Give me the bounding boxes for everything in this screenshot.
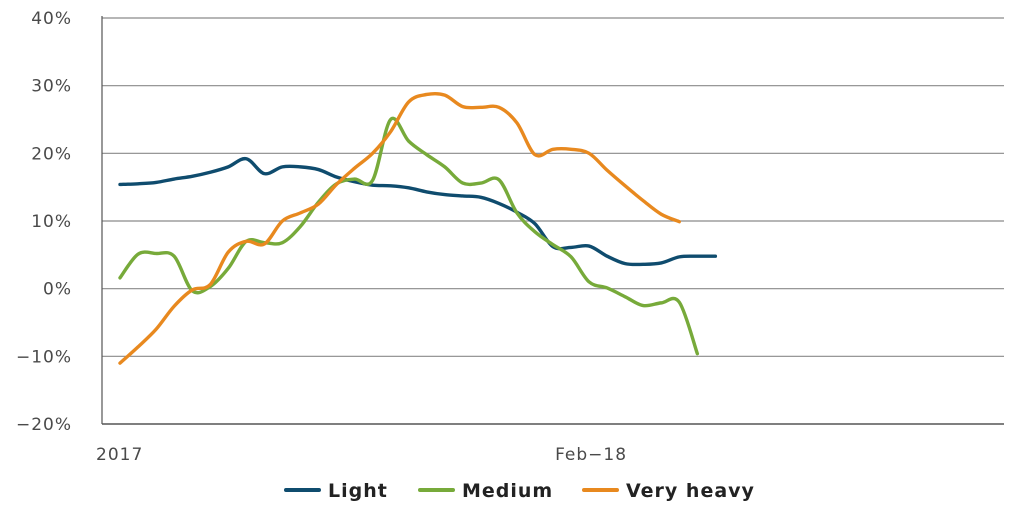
- series-line-medium: [118, 116, 700, 356]
- y-tick-label: 0%: [43, 280, 72, 300]
- gridlines: [101, 16, 1004, 425]
- y-tick-label: −10%: [16, 347, 72, 367]
- legend-item-very-heavy: Very heavy: [582, 480, 755, 502]
- y-tick-label: −20%: [16, 415, 72, 435]
- legend-label: Very heavy: [626, 480, 755, 501]
- legend-label: Light: [328, 480, 388, 501]
- legend-item-medium: Medium: [418, 480, 553, 502]
- x-tick-label: 2017: [96, 445, 143, 465]
- legend-item-light: Light: [284, 480, 388, 502]
- y-axis-ticks: 40% 30% 20% 10% 0% −10% −20%: [16, 9, 72, 435]
- series-lines: [118, 91, 718, 365]
- legend-label: Medium: [462, 480, 553, 501]
- y-tick-label: 10%: [31, 212, 72, 232]
- y-tick-label: 40%: [31, 9, 72, 29]
- y-tick-label: 20%: [31, 144, 72, 164]
- x-tick-label: Feb−18: [555, 445, 627, 465]
- series-line-very-heavy: [118, 91, 681, 365]
- y-tick-label: 30%: [31, 77, 72, 97]
- legend: Light Medium Very heavy: [284, 480, 755, 502]
- x-axis-ticks: 2017 Feb−18: [96, 445, 627, 465]
- series-line-light: [118, 156, 718, 267]
